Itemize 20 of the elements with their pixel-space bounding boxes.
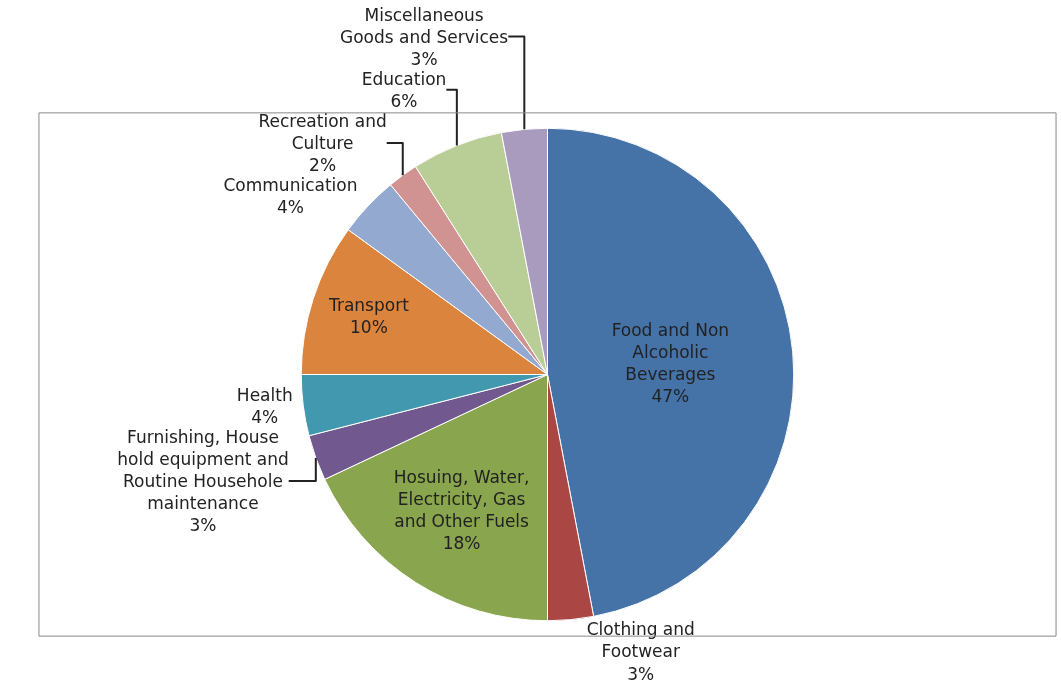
slice-label: Health [236,384,293,405]
data-label: 3% [189,515,217,536]
slice-label: Transport [328,295,410,316]
data-label: 2% [309,155,337,176]
data-label: 47% [651,386,690,407]
slice-label: Communication [223,175,358,196]
slice-label: Miscellaneous Goods and Services [340,4,509,47]
data-label: 10% [350,317,388,338]
data-label: 4% [251,406,279,427]
slice-label: Education [361,68,447,89]
data-label: 6% [390,90,418,111]
data-label: 4% [276,197,304,218]
data-label: 3% [627,663,655,684]
slice-label: Clothing and Footwear [586,619,695,662]
slice-label: Hosuing, Water, Electricity, Gas and Other Fuels [393,466,530,531]
slice-label: Furnishing, House hold equipment and Routine Househole maintenance [117,426,289,514]
slice-label: Recreation and Culture [258,110,387,153]
data-label: 18% [442,533,481,554]
data-label: 3% [410,48,438,69]
slice-label: Food and Non Alcoholic Beverages [611,319,730,384]
